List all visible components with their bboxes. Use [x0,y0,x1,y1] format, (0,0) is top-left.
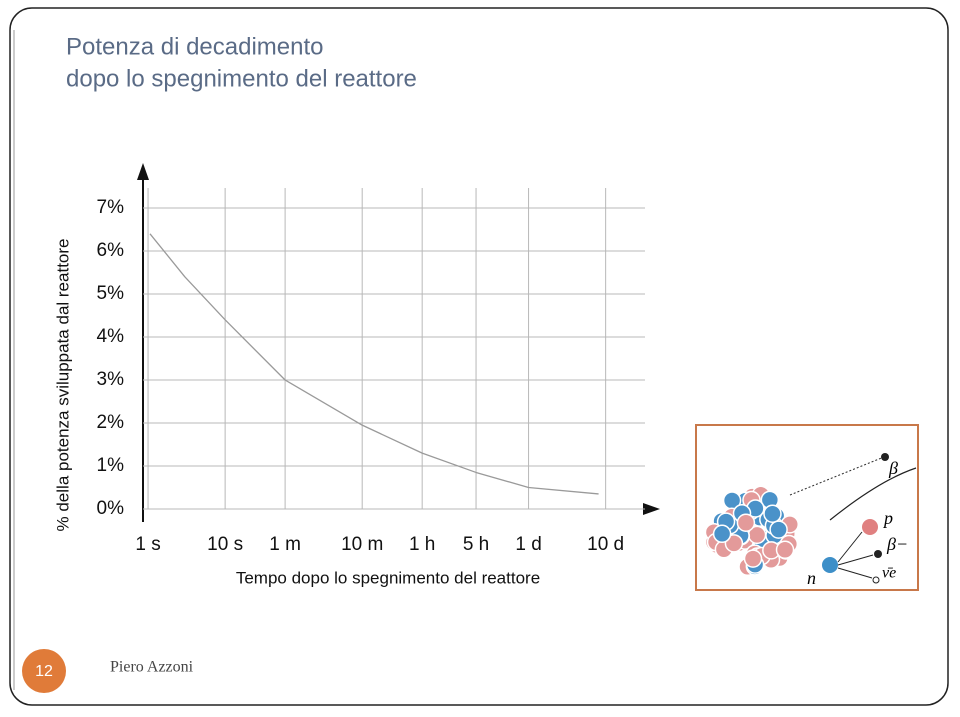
decay-curve [149,233,599,495]
x-tick-label: 1 m [269,534,301,555]
y-tick-label: 3% [97,369,125,390]
y-tick-label: 2% [97,412,125,433]
x-axis-arrow [643,503,660,515]
nucleon [712,524,732,544]
author: Piero Azzoni [110,659,194,676]
y-tick-label: 6% [97,240,125,261]
y-tick-label: 5% [97,283,125,304]
slide-frame [9,7,949,706]
decay-arrow [837,531,863,563]
x-tick-label: 10 d [587,534,624,555]
x-tick-label: 1 d [515,534,541,555]
illustration-label: β [888,458,898,478]
nucleon [736,513,756,533]
nucleon [769,520,788,539]
x-tick-label: 10 m [341,534,383,555]
y-tick-label: 4% [97,326,125,347]
x-tick-label: 10 s [207,534,243,555]
illustration-label: β− [886,534,908,554]
decay-arrow [837,554,874,566]
page-badge [22,649,66,693]
illustration-label: ν̄e [882,565,896,582]
x-tick-label: 1 h [409,534,435,555]
x-axis-label: Tempo dopo lo spegnimento del reattore [236,568,540,587]
nucleon [763,504,782,523]
illustration-label: n [807,568,816,588]
y-axis-label: % della potenza sviluppata dal reattore [53,239,72,532]
nucleon [743,549,763,568]
y-axis-arrow [137,163,149,180]
neutron [822,557,838,573]
page-number: 12 [35,663,53,680]
chart-title: Potenza di decadimento [66,33,324,60]
electron [874,550,882,558]
y-tick-label: 7% [97,197,125,218]
y-tick-label: 0% [97,498,125,519]
nucleon [775,540,795,560]
shell-arc [829,467,917,521]
antineutrino [872,576,880,584]
beta-track [789,456,885,496]
illustration-label: p [882,508,893,528]
x-tick-label: 1 s [135,534,160,555]
chart-subtitle: dopo lo spegnimento del reattore [66,65,417,92]
proton [862,519,878,535]
y-tick-label: 1% [97,455,125,476]
beta-particle [881,453,889,461]
x-tick-label: 5 h [463,534,489,555]
decay-arrow [837,567,873,579]
illustration: β p β− ν̄e n [695,424,919,591]
